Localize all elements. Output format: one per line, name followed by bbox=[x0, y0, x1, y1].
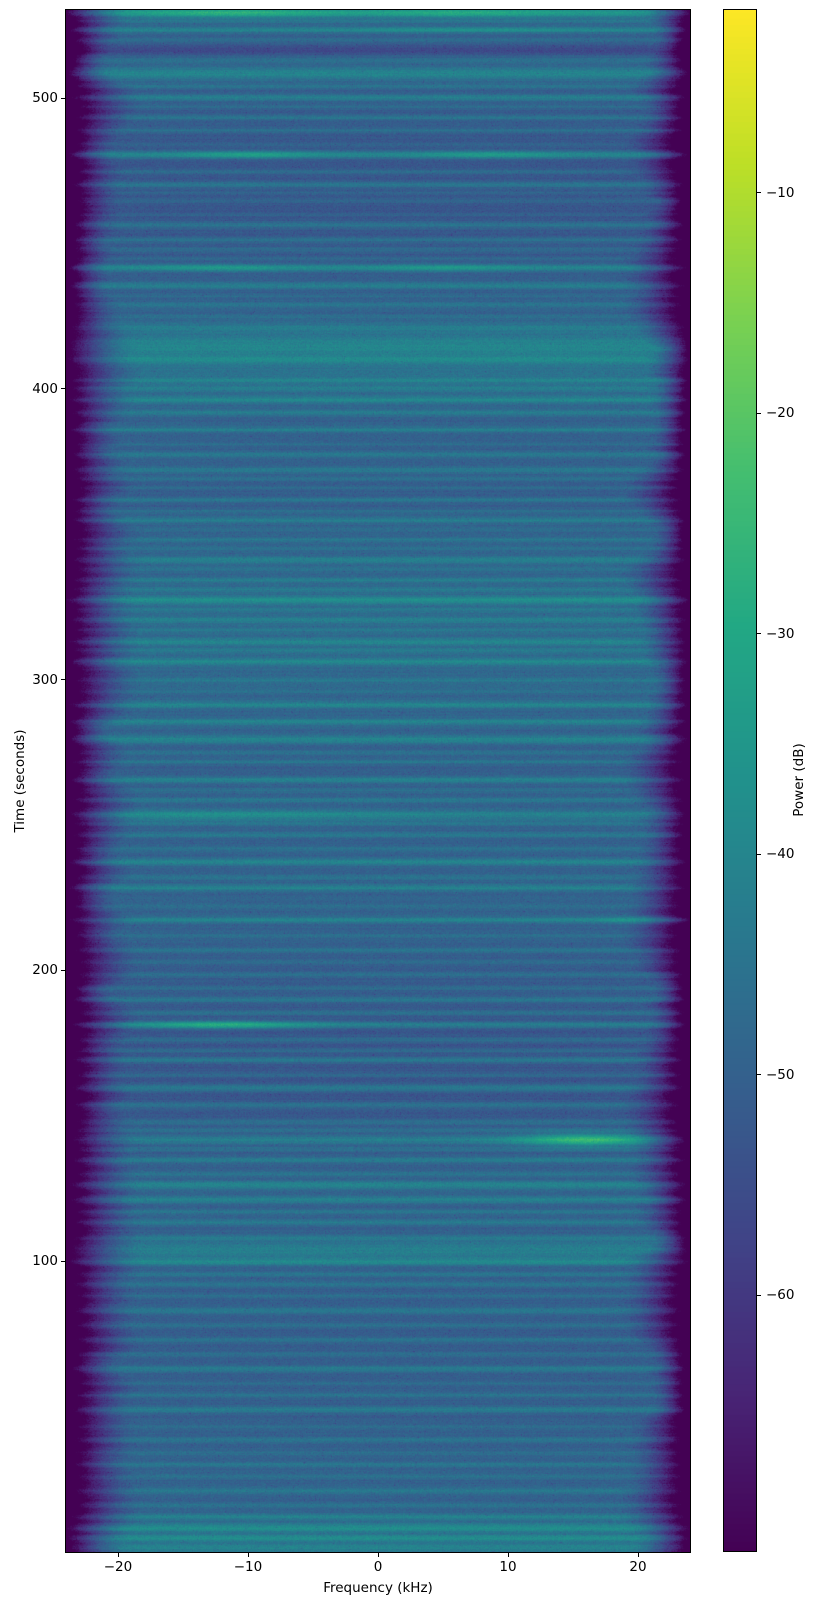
x-tick-mark bbox=[117, 1553, 119, 1557]
colorbar-label: Power (dB) bbox=[791, 743, 807, 817]
x-tick-label: −10 bbox=[233, 1559, 263, 1575]
colorbar-tick-mark bbox=[757, 192, 761, 194]
y-tick-mark bbox=[61, 679, 65, 681]
y-tick-mark bbox=[61, 388, 65, 390]
colorbar-tick-label: −50 bbox=[766, 1066, 795, 1083]
y-tick-mark bbox=[61, 969, 65, 971]
colorbar-tick-mark bbox=[757, 1294, 761, 1296]
x-tick-mark bbox=[377, 1553, 379, 1557]
y-axis-label: Time (seconds) bbox=[12, 729, 28, 833]
colorbar-tick-label: −40 bbox=[766, 846, 795, 863]
colorbar-tick-label: −20 bbox=[766, 405, 795, 422]
x-tick-label: 10 bbox=[499, 1559, 517, 1575]
y-tick-label: 200 bbox=[32, 962, 58, 979]
x-tick-label: 20 bbox=[629, 1559, 647, 1575]
colorbar-tick-label: −10 bbox=[766, 184, 795, 201]
colorbar-tick-mark bbox=[757, 853, 761, 855]
spectrogram-canvas bbox=[66, 10, 690, 1552]
x-tick-mark bbox=[637, 1553, 639, 1557]
colorbar-tick-mark bbox=[757, 1074, 761, 1076]
y-tick-label: 400 bbox=[32, 380, 58, 397]
colorbar-gradient bbox=[724, 10, 756, 1551]
y-tick-label: 300 bbox=[32, 671, 58, 688]
y-tick-mark bbox=[61, 1260, 65, 1262]
colorbar-tick-mark bbox=[757, 412, 761, 414]
x-tick-mark bbox=[507, 1553, 509, 1557]
plot-area bbox=[65, 9, 691, 1553]
x-tick-label: −20 bbox=[103, 1559, 133, 1575]
y-tick-label: 500 bbox=[32, 90, 58, 107]
y-tick-mark bbox=[61, 97, 65, 99]
x-tick-label: 0 bbox=[373, 1559, 383, 1575]
x-tick-mark bbox=[247, 1553, 249, 1557]
colorbar-tick-label: −60 bbox=[766, 1287, 795, 1304]
colorbar-tick-mark bbox=[757, 633, 761, 635]
y-tick-label: 100 bbox=[32, 1253, 58, 1270]
x-axis-label: Frequency (kHz) bbox=[323, 1580, 433, 1596]
colorbar-tick-label: −30 bbox=[766, 625, 795, 642]
colorbar bbox=[723, 9, 757, 1552]
